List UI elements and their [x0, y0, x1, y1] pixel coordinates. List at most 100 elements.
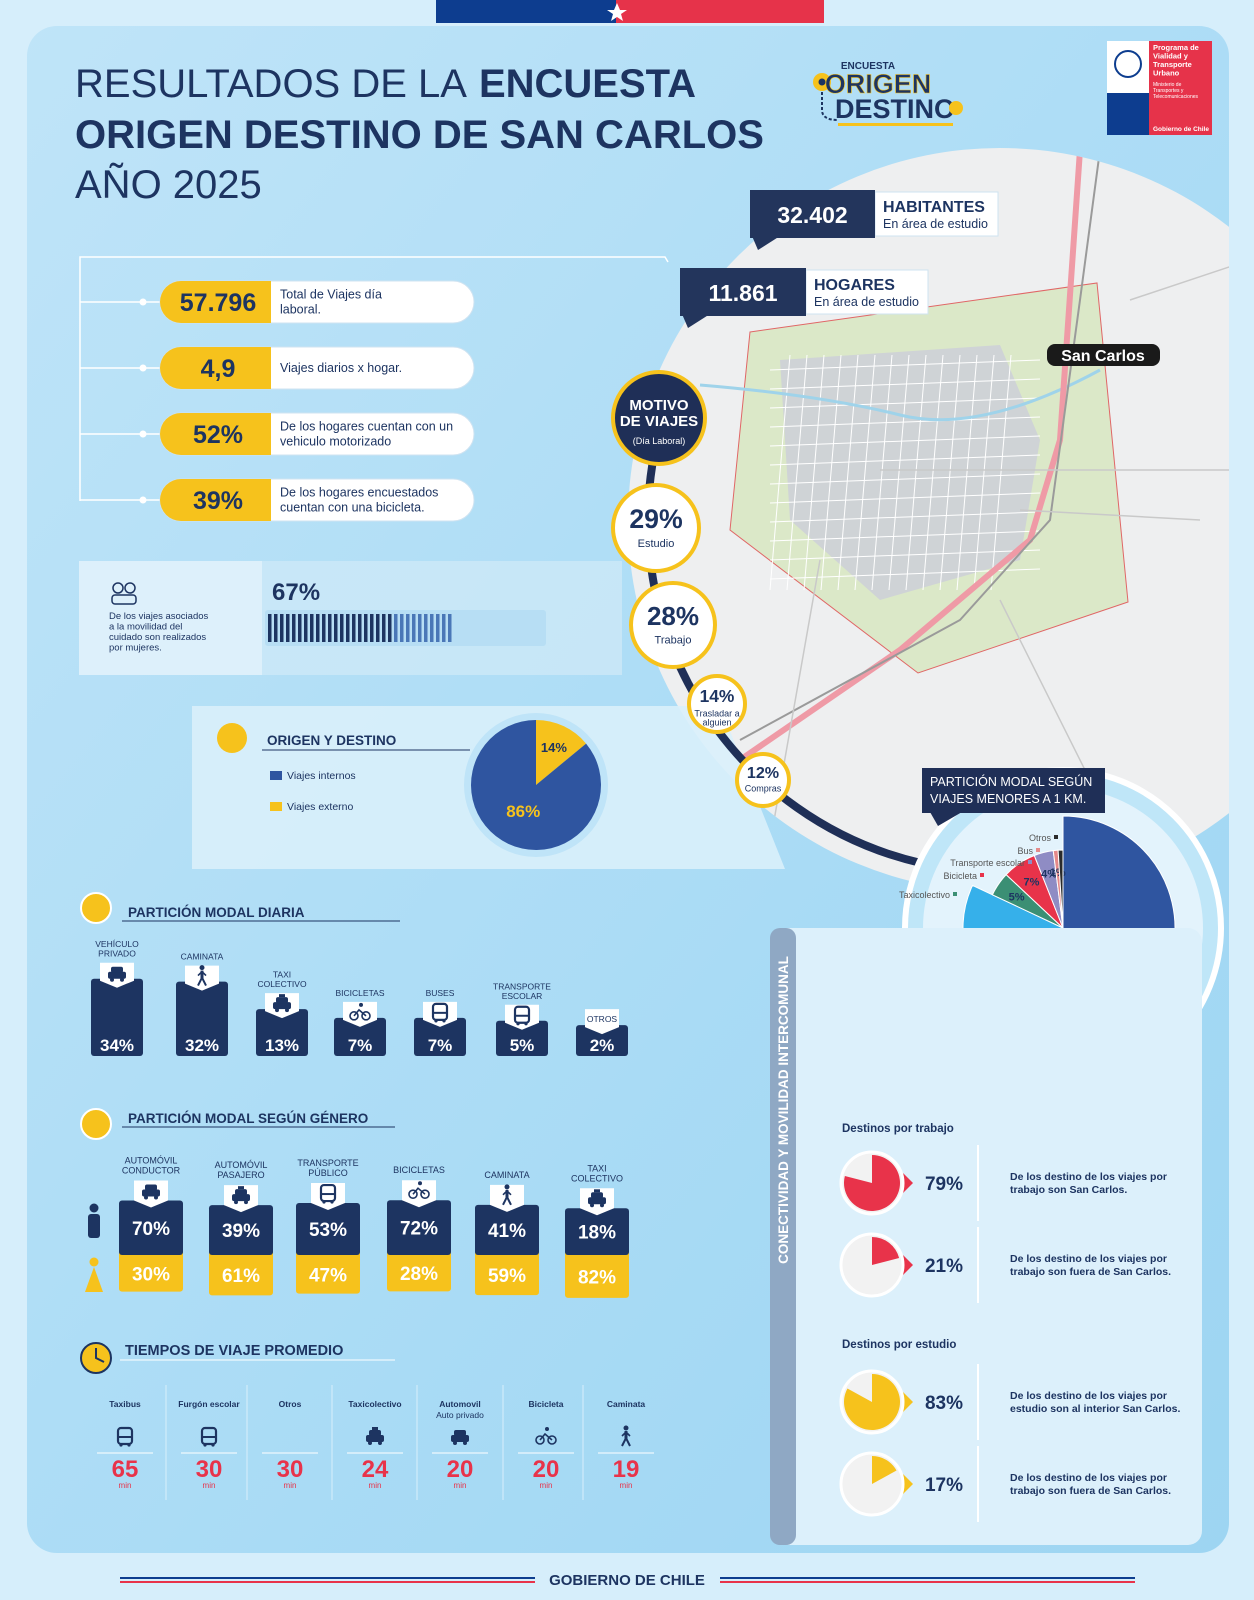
icon-part: [366, 1435, 384, 1442]
map-street: [769, 397, 1041, 409]
care-bar-stripe: [298, 614, 302, 642]
callout-pointer: [752, 236, 780, 250]
icon-part: [590, 1203, 594, 1208]
care-text: cuidado son realizados: [109, 632, 206, 643]
icon-part: [359, 1002, 363, 1007]
icon-bike: [349, 1002, 371, 1021]
care-bar-stripe: [424, 614, 428, 642]
icon-part: [145, 1184, 157, 1191]
icon-part: [588, 1197, 606, 1205]
purpose-title: DE VIAJES: [620, 413, 698, 430]
icon-part: [211, 1443, 215, 1447]
care-bar-stripe: [406, 614, 410, 642]
mode-name: Automovil: [439, 1399, 481, 1409]
icon-taxi: [366, 1427, 384, 1445]
pie-slice: [844, 1374, 900, 1430]
callout-label: HABITANTES: [883, 199, 985, 216]
bar-label: 5%: [510, 1036, 535, 1055]
legend-label: Bus: [1017, 846, 1033, 856]
map-street: [803, 354, 825, 591]
section-icon: [80, 1108, 112, 1140]
care-bar-stripe: [286, 614, 290, 642]
mode-name: Taxicolectivo: [348, 1399, 401, 1409]
fact-text: vehiculo motorizado: [280, 435, 391, 449]
icon-part: [119, 1443, 123, 1447]
icon-part: [235, 1189, 247, 1196]
category-label: TAXI: [273, 970, 291, 980]
purpose-name: Compras: [745, 784, 782, 794]
row-text: De los destino de los viajes por: [1010, 1171, 1167, 1183]
icon-part: [322, 1200, 326, 1204]
logo-pin: [949, 101, 963, 115]
mode-name: Caminata: [607, 1399, 646, 1409]
bar-label: 41%: [488, 1221, 526, 1242]
origin-icon: [217, 723, 247, 753]
title-line: AÑO 2025: [75, 162, 262, 207]
category-label: PRIVADO: [98, 949, 136, 959]
bar-men: [296, 1203, 360, 1255]
category-label: VEHÍCULO: [95, 939, 139, 949]
map-street: [871, 354, 893, 591]
category-label: CAMINATA: [181, 952, 224, 962]
icon-part: [418, 1181, 422, 1186]
mini-pie-value: 79%: [925, 1174, 963, 1195]
category-label: OTROS: [587, 1014, 618, 1024]
mode-note: Auto privado: [436, 1410, 484, 1420]
care-bar-stripe: [364, 614, 368, 642]
category-label: AUTOMÓVIL: [125, 1156, 178, 1166]
category-label: BICICLETAS: [336, 988, 385, 998]
care-value: 67%: [272, 579, 320, 606]
map-street: [769, 359, 1041, 371]
short-trips-title-box: [922, 768, 1105, 813]
care-bar-stripe: [412, 614, 416, 642]
title-line: RESULTADOS DE LA ENCUESTA: [75, 62, 696, 106]
section-title: TIEMPOS DE VIAJE PROMEDIO: [125, 1343, 343, 1359]
connectivity-panel: [770, 928, 1202, 1545]
man-icon: [89, 1203, 99, 1213]
pie-slice: [872, 1456, 897, 1484]
icon-part: [285, 1008, 289, 1013]
pie-slice: [844, 1155, 901, 1211]
icon-part: [276, 997, 288, 1004]
care-icon: [111, 594, 137, 605]
bar-label: 61%: [222, 1266, 260, 1287]
callout-pointer: [682, 314, 710, 328]
bar-label: 13%: [265, 1036, 299, 1055]
icon-part: [420, 1189, 430, 1199]
map-street: [905, 354, 927, 591]
label: Urbano: [1153, 69, 1180, 78]
map-street: [769, 511, 1041, 523]
bar-label: 32%: [185, 1036, 219, 1055]
bar-men: [565, 1208, 629, 1255]
purpose-name: Trabajo: [655, 635, 692, 647]
icon-part: [369, 1430, 381, 1436]
fact-value: 39%: [193, 487, 243, 515]
map-label: San Carlos: [1061, 348, 1145, 365]
care-bar-stripe: [346, 614, 350, 642]
map-street: [888, 354, 910, 591]
care-bar-stripe: [388, 614, 392, 642]
icon-walk: [197, 965, 207, 987]
clock-hands: [95, 1348, 105, 1363]
icon-walk: [502, 1184, 512, 1206]
bar-label: 72%: [400, 1219, 438, 1240]
icon-part: [504, 1184, 510, 1190]
row-text: De los destino de los viajes por: [1010, 1253, 1167, 1265]
row-text: trabajo son fuera de San Carlos.: [1010, 1266, 1171, 1278]
time-value: 30: [196, 1456, 223, 1483]
bar-men: [209, 1205, 273, 1255]
care-bar-stripe: [448, 614, 452, 642]
bar: [334, 1017, 386, 1056]
map-highway: [738, 149, 1083, 763]
callout-value: 32.402: [777, 202, 847, 228]
legend-swatch: [980, 873, 984, 877]
care-bar-stripe: [310, 614, 314, 642]
callout-sublabel: En área de estudio: [814, 295, 919, 309]
purpose-name: Trasladar a: [694, 708, 739, 718]
flag-red: [616, 0, 824, 23]
fact-value-pill: [160, 281, 271, 323]
icon-part: [408, 1189, 418, 1199]
bar-label: 18%: [578, 1223, 616, 1244]
map-street: [939, 354, 961, 591]
row-text: trabajo son fuera de San Carlos.: [1010, 1485, 1171, 1497]
